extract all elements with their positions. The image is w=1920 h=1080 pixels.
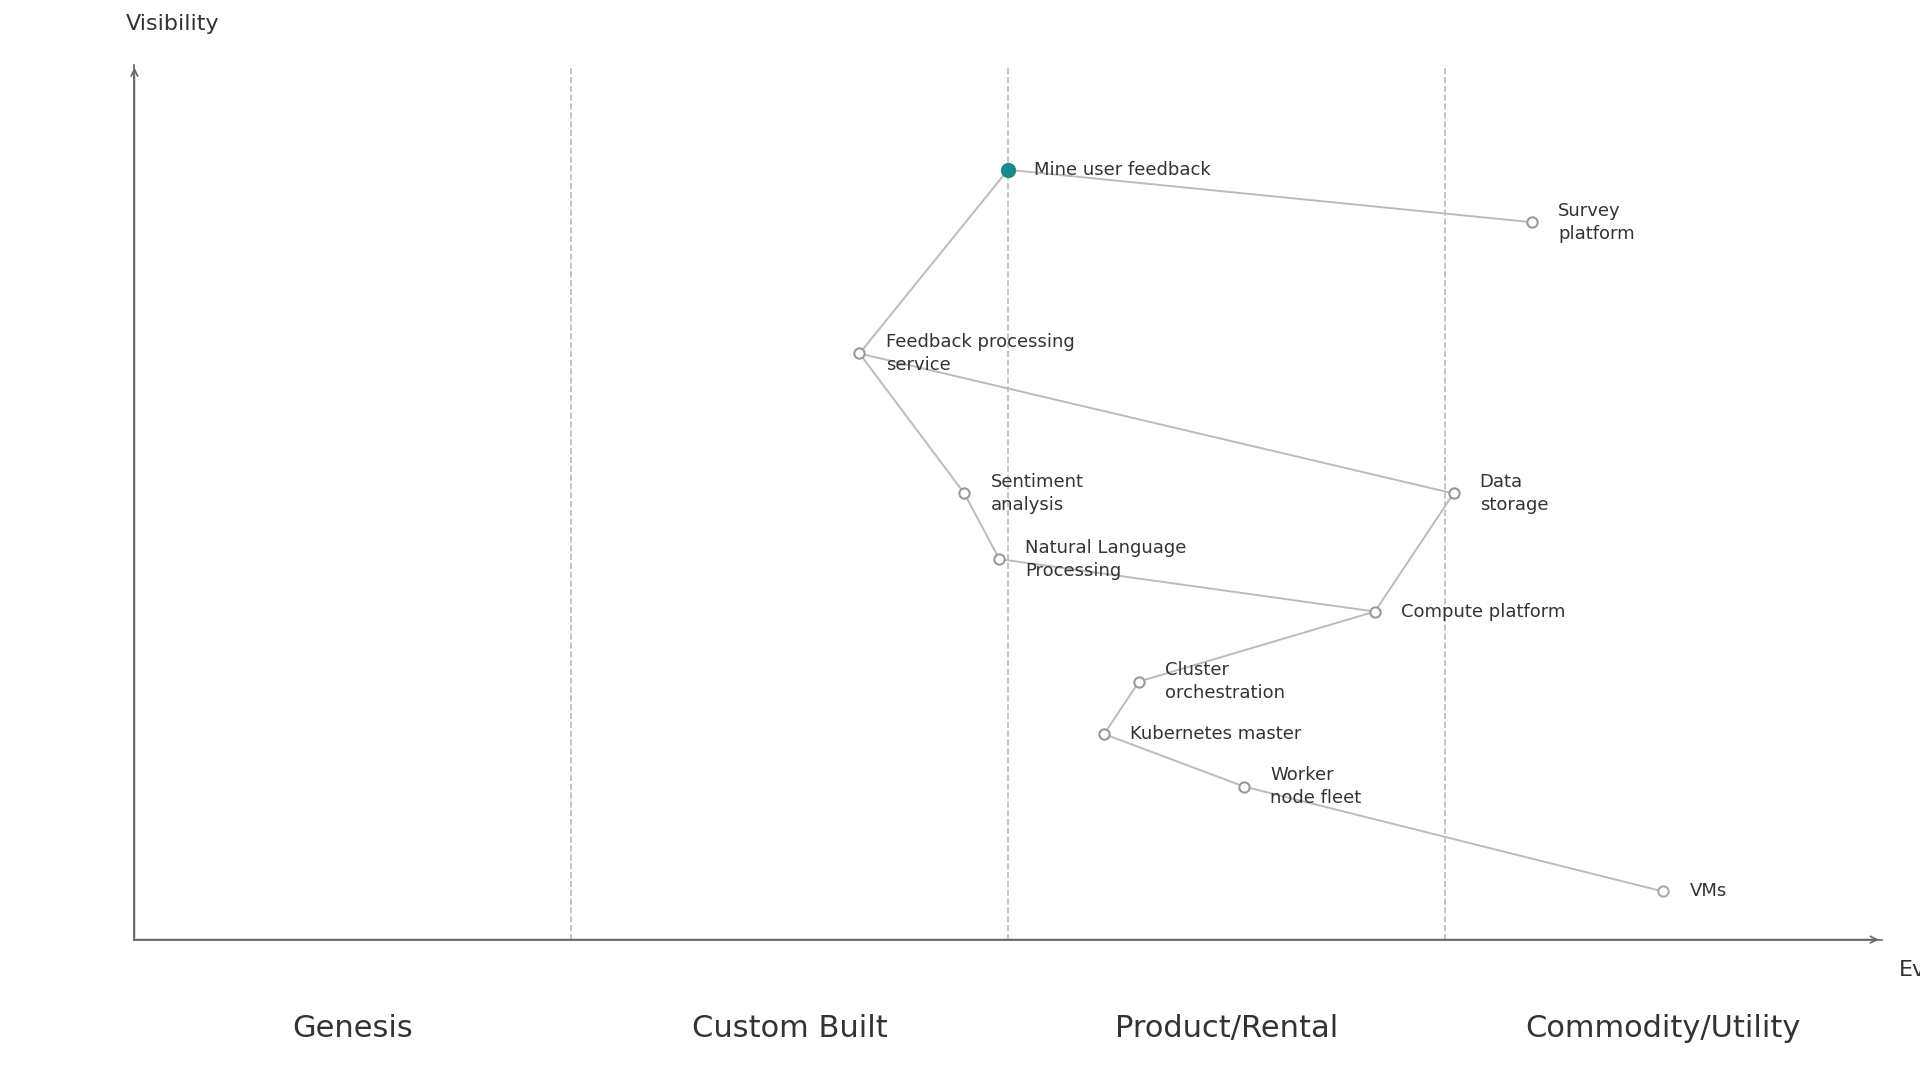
Point: [993, 161, 1023, 178]
Text: Evolution: Evolution: [1899, 960, 1920, 981]
Text: Cluster
orchestration: Cluster orchestration: [1165, 661, 1284, 702]
Text: Commodity/Utility: Commodity/Utility: [1526, 1014, 1801, 1043]
Point: [948, 485, 979, 502]
Text: Survey
platform: Survey platform: [1559, 202, 1636, 243]
Text: Sentiment
analysis: Sentiment analysis: [991, 473, 1083, 514]
Text: VMs: VMs: [1690, 882, 1726, 901]
Text: Visibility: Visibility: [125, 14, 219, 35]
Point: [1359, 603, 1390, 620]
Point: [1229, 778, 1260, 795]
Point: [1123, 673, 1154, 690]
Point: [983, 551, 1014, 568]
Text: Custom Built: Custom Built: [691, 1014, 887, 1043]
Point: [1089, 726, 1119, 743]
Text: Worker
node fleet: Worker node fleet: [1271, 766, 1361, 807]
Text: Data
storage: Data storage: [1480, 473, 1548, 514]
Text: Natural Language
Processing: Natural Language Processing: [1025, 539, 1187, 580]
Text: Mine user feedback: Mine user feedback: [1035, 161, 1212, 179]
Point: [1517, 214, 1548, 231]
Text: Product/Rental: Product/Rental: [1116, 1014, 1338, 1043]
Text: Compute platform: Compute platform: [1402, 603, 1565, 621]
Point: [1647, 882, 1678, 900]
Text: Feedback processing
service: Feedback processing service: [885, 333, 1075, 374]
Text: Genesis: Genesis: [292, 1014, 413, 1043]
Point: [845, 345, 876, 362]
Point: [1438, 485, 1469, 502]
Text: Kubernetes master: Kubernetes master: [1131, 725, 1302, 743]
